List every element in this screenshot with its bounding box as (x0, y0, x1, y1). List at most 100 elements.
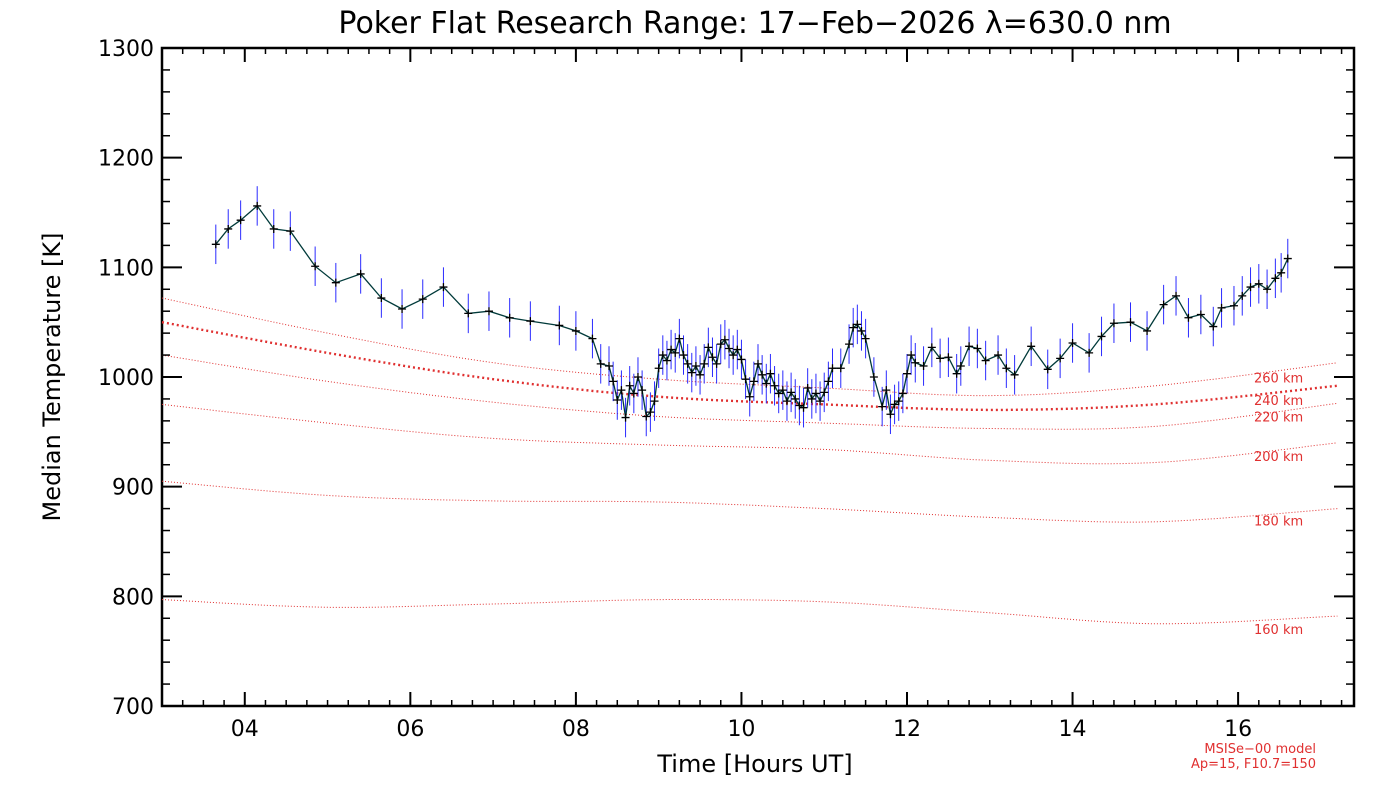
model-curve-220-km (161, 354, 1338, 430)
data-point (720, 335, 729, 344)
data-point (555, 321, 564, 330)
data-point (965, 342, 974, 351)
model-label: 220 km (1254, 410, 1303, 425)
data-point (799, 403, 808, 412)
data-point (269, 224, 278, 233)
data-point (691, 362, 700, 371)
data-point (1002, 364, 1011, 373)
model-curve-180-km (161, 480, 1338, 523)
data-point (1229, 301, 1238, 310)
data-point (811, 389, 820, 398)
data-point (903, 369, 911, 378)
data-point (613, 396, 622, 405)
data-point (869, 373, 878, 381)
data-point (1010, 370, 1019, 379)
data-point (609, 377, 618, 386)
data-line (215, 204, 1289, 418)
data-point (919, 362, 928, 371)
data-point (311, 262, 320, 271)
data-point (642, 412, 651, 421)
x-tick-label: 12 (893, 717, 921, 742)
data-point (762, 379, 771, 388)
data-point (936, 354, 945, 363)
data-point (211, 240, 220, 249)
data-point (708, 353, 717, 362)
y-tick-label: 900 (112, 476, 154, 501)
data-point (1263, 285, 1272, 294)
y-tick-label: 1100 (98, 256, 154, 281)
data-point (505, 313, 514, 322)
data-point (253, 201, 262, 210)
x-tick-label: 14 (1059, 717, 1087, 742)
data-point (439, 283, 448, 292)
data-point (398, 305, 407, 314)
data-point (849, 323, 858, 332)
data-point (331, 278, 340, 287)
model-note: MSISe−00 model (1204, 742, 1316, 757)
data-point (927, 343, 936, 352)
data-point (1126, 318, 1135, 327)
data-point (733, 345, 742, 354)
data-point (617, 386, 626, 395)
data-point (787, 388, 796, 397)
data-point (377, 294, 386, 303)
x-tick-label: 08 (562, 717, 590, 742)
data-point (952, 369, 961, 378)
data-point (464, 309, 473, 318)
data-point (1159, 300, 1168, 309)
data-point (683, 359, 692, 368)
data-point (1246, 283, 1255, 292)
data-point (662, 356, 671, 365)
data-point (820, 388, 829, 397)
data-point (1109, 319, 1118, 328)
data-point (1196, 310, 1205, 319)
data-point (782, 397, 791, 406)
y-tick-label: 1300 (98, 37, 154, 62)
model-params-note: Ap=15, F10.7=150 (1191, 757, 1316, 772)
data-point (890, 400, 899, 409)
data-point (741, 375, 750, 384)
data-point (944, 353, 953, 362)
data-point (807, 394, 816, 403)
data-point (795, 401, 804, 410)
data-point (766, 369, 775, 378)
data-point (894, 397, 903, 406)
data-point (1143, 326, 1152, 335)
data-point (696, 370, 705, 379)
data-point (749, 377, 758, 386)
data-point (1027, 342, 1036, 351)
data-point (774, 389, 783, 398)
data-point (816, 397, 825, 406)
data-point (571, 326, 580, 335)
data-point (994, 351, 1003, 360)
x-tick-label: 10 (727, 717, 755, 742)
data-point (861, 334, 870, 343)
data-point (824, 377, 833, 386)
data-point (1172, 291, 1181, 300)
y-tick-label: 1200 (98, 147, 154, 172)
model-label: 260 km (1254, 372, 1303, 387)
data-point (770, 381, 779, 390)
data-point (1271, 274, 1280, 283)
data-point (526, 317, 535, 326)
data-point (646, 408, 655, 417)
data-point (667, 345, 676, 354)
data-point (1043, 365, 1052, 374)
data-point (981, 356, 990, 365)
data-point (1184, 313, 1193, 322)
data-point (679, 351, 688, 360)
data-point (1056, 354, 1065, 363)
data-point (853, 320, 862, 329)
y-tick-label: 1000 (98, 366, 154, 391)
data-point (418, 295, 427, 304)
data-point (754, 359, 762, 368)
x-tick-label: 06 (396, 717, 424, 742)
y-tick-label: 800 (112, 585, 154, 610)
data-point (236, 216, 245, 225)
data-point (625, 381, 634, 390)
data-point (658, 351, 667, 360)
data-line-group (215, 204, 1289, 418)
data-point (758, 370, 767, 379)
data-point (633, 373, 642, 381)
